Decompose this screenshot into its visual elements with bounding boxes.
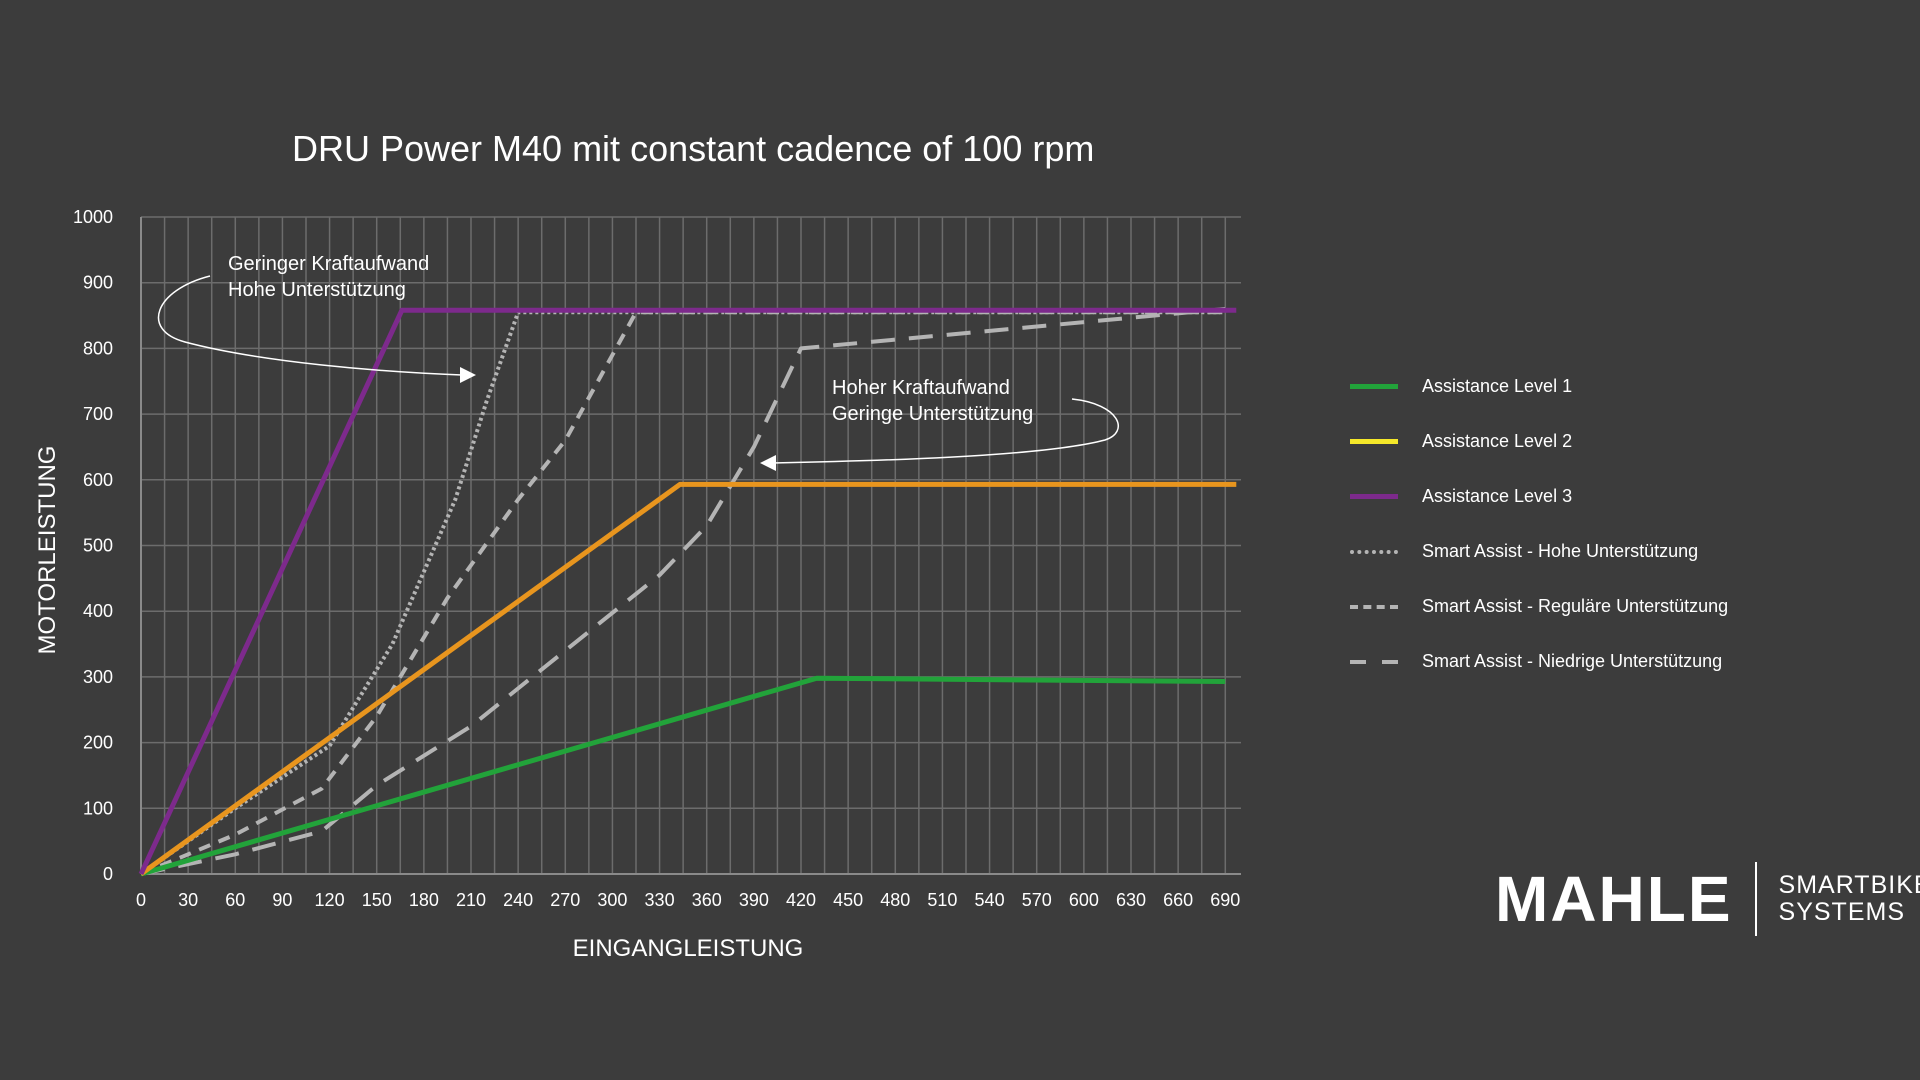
legend-item: Smart Assist - Hohe Unterstützung — [1350, 524, 1728, 579]
x-tick-label: 270 — [550, 890, 580, 910]
x-tick-label: 420 — [786, 890, 816, 910]
legend-swatch — [1350, 439, 1398, 444]
chart-annotations: Geringer Kraftaufwand Hohe Unterstützung H… — [157, 253, 1119, 471]
series-line-4 — [139, 310, 1226, 876]
y-tick-label: 800 — [83, 338, 113, 358]
annotation-1-line2: Hohe Unterstützung — [228, 279, 406, 301]
x-tick-label: 300 — [597, 890, 627, 910]
y-tick-label: 600 — [83, 470, 113, 490]
y-tick-label: 200 — [83, 733, 113, 753]
legend-item: Assistance Level 2 — [1350, 414, 1728, 469]
y-axis-label: MOTORLEISTUNG — [34, 446, 61, 655]
y-tick-label: 400 — [83, 601, 113, 621]
y-tick-label: 1000 — [73, 207, 113, 227]
annotation-1-arrowhead — [460, 367, 476, 383]
chart-axes — [140, 217, 1241, 875]
annotation-2-line2: Geringe Unterstützung — [832, 403, 1033, 425]
legend-item: Assistance Level 3 — [1350, 469, 1728, 524]
chart-series — [138, 306, 1237, 877]
x-tick-label: 120 — [315, 890, 345, 910]
legend-label: Assistance Level 1 — [1422, 376, 1573, 396]
x-tick-label: 180 — [409, 890, 439, 910]
brand-logo: MAHLE SMARTBIKE SYSTEMS — [1495, 862, 1920, 936]
legend-swatch — [1350, 604, 1398, 609]
y-tick-label: 700 — [83, 404, 113, 424]
x-tick-label: 30 — [178, 890, 198, 910]
legend-swatch — [1350, 384, 1398, 389]
x-tick-label: 480 — [880, 890, 910, 910]
x-tick-label: 390 — [739, 890, 769, 910]
x-tick-label: 510 — [927, 890, 957, 910]
y-tick-label: 0 — [103, 864, 113, 884]
x-tick-label: 90 — [272, 890, 292, 910]
annotation-1-arrow — [157, 275, 463, 376]
annotation-2-arrowhead — [760, 455, 776, 471]
x-tick-label: 240 — [503, 890, 533, 910]
legend-item: Smart Assist - Niedrige Unterstützung — [1350, 634, 1728, 689]
y-tick-label: 500 — [83, 536, 113, 556]
x-tick-label: 330 — [645, 890, 675, 910]
series-line-1 — [140, 675, 1226, 877]
brand-subtitle: SMARTBIKE SYSTEMS — [1779, 872, 1920, 926]
chart-ticks: 0 30 60 90 120 150 180 210 240 270 300 330 360 390 420… — [73, 207, 1240, 910]
legend-label: Assistance Level 3 — [1422, 486, 1573, 506]
legend-label: Assistance Level 2 — [1422, 431, 1573, 451]
chart-grid — [141, 216, 1241, 874]
x-tick-label: 60 — [225, 890, 245, 910]
x-tick-label: 660 — [1163, 890, 1193, 910]
x-tick-label: 630 — [1116, 890, 1146, 910]
brand-divider — [1754, 862, 1757, 936]
legend-swatch — [1350, 494, 1398, 499]
brand-subtitle-line1: SMARTBIKE — [1778, 871, 1920, 899]
x-tick-label: 450 — [833, 890, 863, 910]
series-line-3 — [138, 307, 1237, 876]
x-tick-label: 150 — [362, 890, 392, 910]
legend-swatch — [1350, 659, 1398, 664]
brand-wordmark: MAHLE — [1495, 863, 1733, 935]
series-line-2 — [139, 481, 1237, 877]
x-axis-label: EINGANGLEISTUNG — [573, 935, 804, 962]
brand-subtitle-line2: SYSTEMS — [1778, 898, 1906, 926]
y-tick-label: 300 — [83, 667, 113, 687]
x-tick-label: 600 — [1069, 890, 1099, 910]
x-tick-label: 0 — [136, 890, 146, 910]
annotation-1-line1: Geringer Kraftaufwand — [228, 253, 429, 275]
x-tick-label: 540 — [975, 890, 1005, 910]
legend-swatch — [1350, 549, 1398, 554]
x-tick-label: 360 — [692, 890, 722, 910]
legend-label: Smart Assist - Niedrige Unterstützung — [1422, 651, 1723, 671]
series-line-6 — [140, 306, 1226, 876]
x-tick-label: 570 — [1022, 890, 1052, 910]
series-line-5 — [140, 310, 1226, 876]
y-tick-label: 100 — [83, 798, 113, 818]
annotation-2-arrow — [771, 398, 1119, 464]
x-tick-label: 690 — [1210, 890, 1240, 910]
x-tick-label: 210 — [456, 890, 486, 910]
chart-title: DRU Power M40 mit constant cadence of 10… — [292, 128, 1095, 169]
y-tick-label: 900 — [83, 273, 113, 293]
legend-item: Smart Assist - Reguläre Unterstützung — [1350, 579, 1728, 634]
legend: Assistance Level 1 Assistance Level 2 Assi… — [1350, 359, 1728, 689]
legend-label: Smart Assist - Reguläre Unterstützung — [1422, 596, 1729, 616]
annotation-2-line1: Hoher Kraftaufwand — [832, 377, 1010, 399]
legend-item: Assistance Level 1 — [1350, 359, 1728, 414]
legend-label: Smart Assist - Hohe Unterstützung — [1422, 541, 1699, 561]
